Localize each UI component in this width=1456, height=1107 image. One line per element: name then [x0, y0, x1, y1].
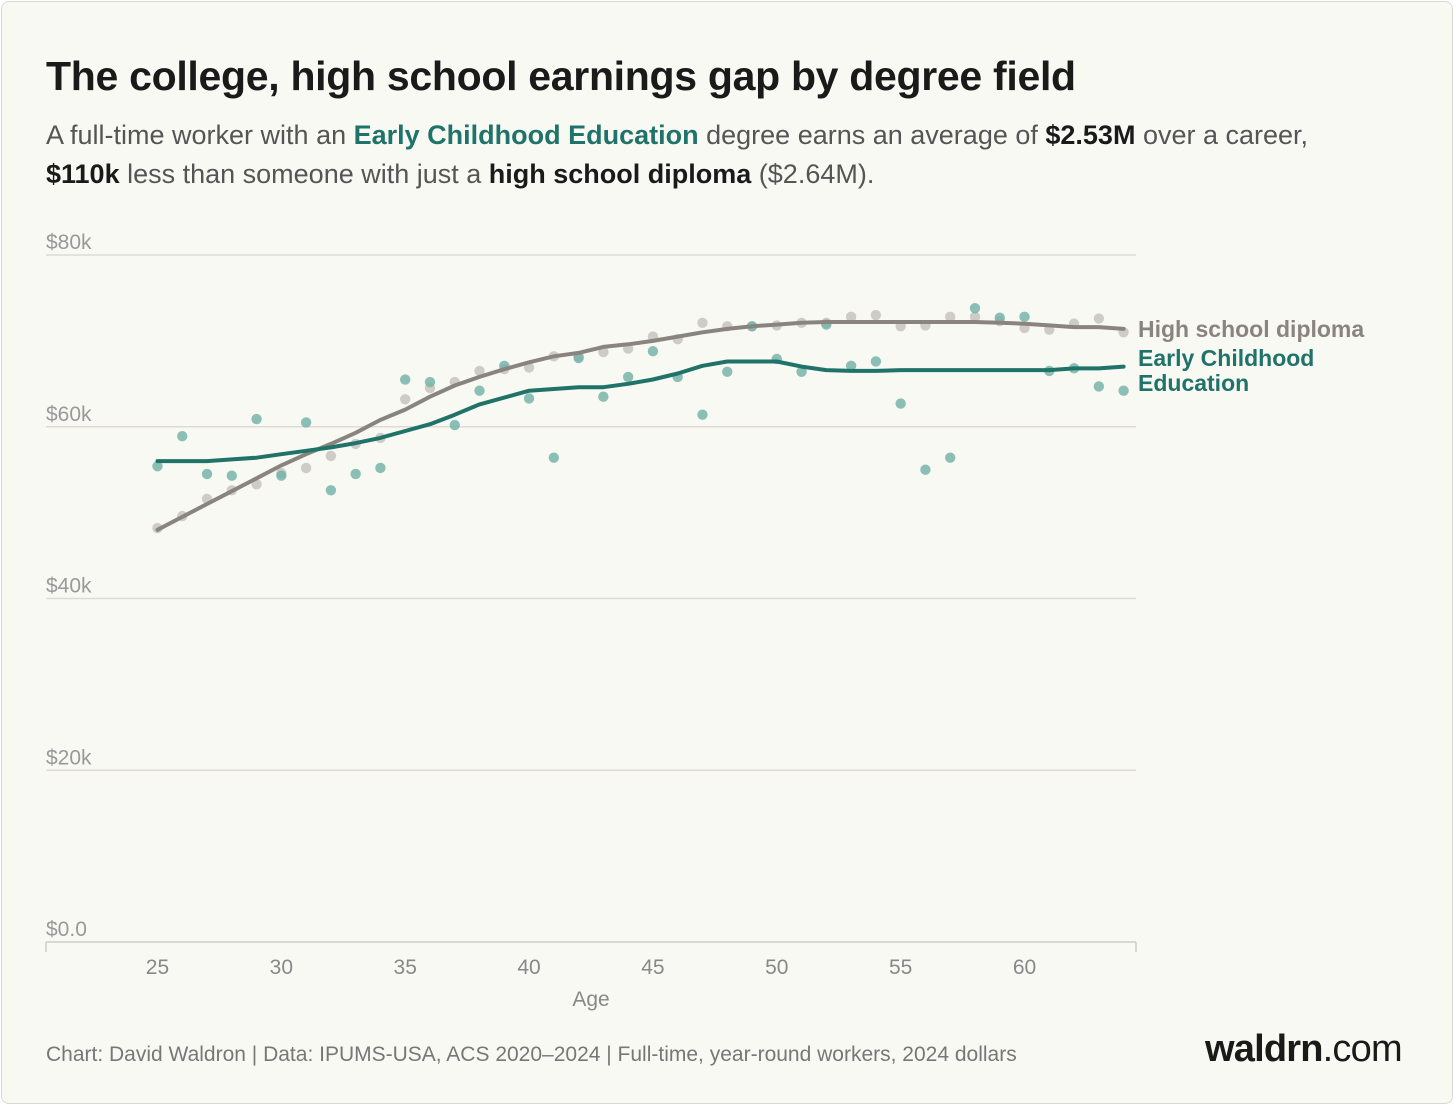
data-point [400, 394, 411, 405]
subtitle-degree-field: Early Childhood Education [353, 120, 699, 150]
data-point [474, 385, 485, 396]
data-point [424, 376, 436, 388]
data-point [350, 468, 361, 480]
subtitle-text-5: ($2.64M). [751, 159, 875, 189]
series-label: Education [1138, 370, 1249, 396]
data-point [845, 360, 857, 371]
y-tick-label: $0.0 [46, 918, 87, 941]
series-label: High school diploma [1138, 316, 1364, 342]
data-point [1093, 313, 1105, 324]
data-point [325, 450, 337, 462]
data-point [400, 374, 411, 385]
x-tick-label: 25 [146, 956, 169, 979]
data-point [1093, 381, 1105, 392]
data-point [474, 365, 485, 377]
data-point [1019, 311, 1030, 323]
data-point [300, 462, 312, 474]
data-point [201, 468, 213, 480]
data-point [895, 398, 906, 409]
x-tick-label: 35 [394, 956, 417, 979]
data-point [920, 464, 931, 475]
subtitle-career-total: $2.53M [1045, 120, 1136, 150]
data-point [152, 461, 163, 472]
data-point [276, 470, 287, 481]
subtitle-text-2: degree earns an average of [698, 120, 1046, 150]
data-point [523, 393, 535, 404]
data-point [325, 485, 337, 496]
y-tick-label: $20k [46, 746, 92, 769]
data-point [945, 311, 956, 323]
chart-subtitle: A full-time worker with an Early Childho… [46, 116, 1386, 194]
data-point [177, 430, 188, 442]
y-tick-label: $80k [46, 231, 92, 254]
brand-name: waldrn [1205, 1028, 1323, 1070]
data-point [870, 309, 882, 321]
brand-logo[interactable]: waldrn.com [1205, 1028, 1403, 1071]
data-point [300, 417, 312, 428]
y-tick-label: $40k [46, 575, 92, 598]
data-point [722, 366, 733, 377]
data-point [969, 303, 981, 314]
series-line [155, 359, 1126, 464]
data-point [251, 413, 262, 425]
data-point [697, 409, 708, 420]
series-label: Early Childhood [1138, 345, 1314, 371]
data-point [994, 312, 1005, 323]
brand-tld: .com [1322, 1028, 1403, 1070]
data-point [226, 470, 237, 481]
data-point [697, 317, 708, 329]
data-point [375, 462, 386, 474]
chart-source-credit: Chart: David Waldron | Data: IPUMS-USA, … [46, 1043, 1017, 1066]
x-tick-label: 60 [1013, 956, 1036, 979]
subtitle-text-4: less than someone with just a [119, 159, 489, 189]
data-point [969, 311, 981, 323]
subtitle-gap: $110k [46, 159, 120, 189]
x-tick-label: 40 [517, 956, 540, 979]
x-tick-label: 45 [641, 956, 664, 979]
data-point [598, 391, 609, 402]
x-tick-label: 30 [270, 956, 293, 979]
chart-title: The college, high school earnings gap by… [46, 53, 1076, 99]
subtitle-comparison: high school diploma [488, 159, 752, 189]
data-point [449, 419, 460, 431]
data-point [796, 366, 807, 377]
subtitle-text-1: A full-time worker with an [46, 120, 354, 150]
x-tick-label: 55 [889, 956, 912, 979]
y-tick-label: $60k [46, 403, 92, 426]
data-point [945, 452, 956, 463]
data-point [622, 371, 634, 383]
x-tick-label: 50 [765, 956, 788, 979]
x-axis-label: Age [572, 988, 609, 1011]
subtitle-text-3: over a career, [1135, 120, 1309, 150]
data-point [870, 356, 882, 367]
data-point [1118, 385, 1129, 396]
data-point [573, 352, 584, 364]
data-point [845, 311, 857, 323]
data-point [647, 345, 659, 357]
data-point [548, 452, 560, 463]
